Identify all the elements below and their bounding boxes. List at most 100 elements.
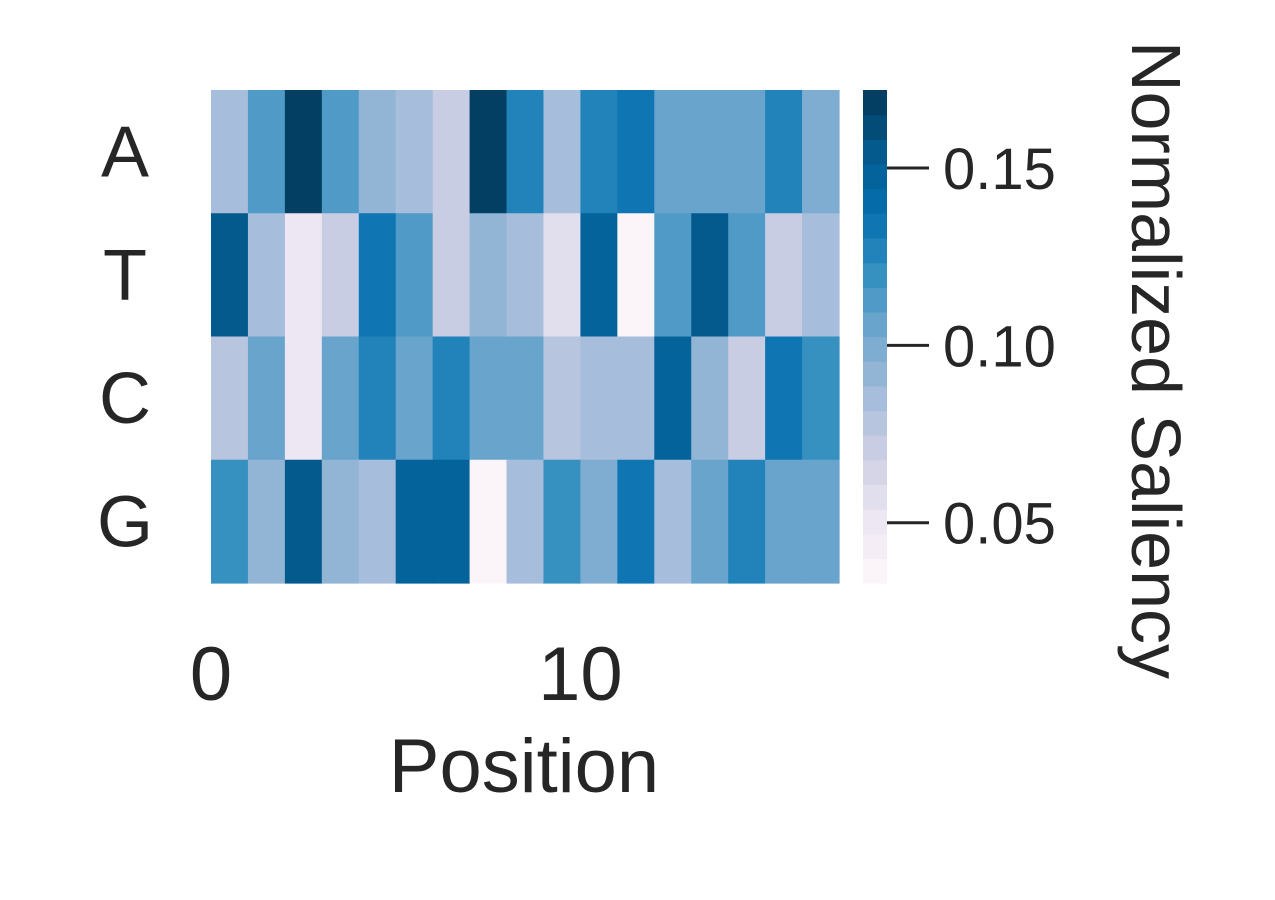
row-label-T: T — [103, 236, 147, 316]
colorbar-tick-label-0.15: 0.15 — [943, 137, 1056, 202]
heatmap-cell-C-5 — [395, 336, 434, 461]
heatmap-cell-A-4 — [358, 90, 397, 214]
heatmap-cell-C-8 — [506, 336, 545, 461]
heatmap-cell-A-12 — [654, 90, 692, 214]
heatmap-cell-A-16 — [802, 90, 840, 214]
heatmap-cell-T-14 — [728, 213, 766, 338]
heatmap-cell-A-5 — [395, 90, 434, 214]
colorbar-segment — [863, 361, 887, 387]
heatmap-cell-A-9 — [543, 90, 582, 214]
x-axis-ticks: 0 10 — [190, 632, 623, 717]
heatmap-cell-G-13 — [691, 459, 729, 584]
heatmap-cell-T-0 — [211, 213, 249, 338]
colorbar-label: Normalized Saliency — [1117, 41, 1195, 679]
colorbar-segment — [863, 435, 887, 461]
heatmap-cell-A-15 — [765, 90, 803, 214]
heatmap-cell-G-15 — [765, 459, 803, 584]
colorbar-segment — [863, 558, 887, 584]
heatmap-cell-G-4 — [358, 459, 397, 584]
heatmap-cell-G-12 — [654, 459, 692, 584]
colorbar-ticks: 0.05 0.10 0.15 — [887, 137, 1056, 557]
heatmap-cell-A-6 — [432, 90, 471, 214]
colorbar-segment — [863, 287, 887, 313]
heatmap-cell-C-10 — [580, 336, 618, 461]
heatmap-cell-T-2 — [284, 213, 323, 338]
colorbar-segment — [863, 262, 887, 288]
heatmap-cell-T-13 — [691, 213, 729, 338]
colorbar-segment — [863, 509, 887, 535]
x-tick-label-10: 10 — [538, 632, 623, 717]
colorbar-segment — [863, 336, 887, 362]
heatmap-cell-G-2 — [284, 459, 323, 584]
heatmap-cell-G-6 — [432, 459, 471, 584]
heatmap-cell-C-1 — [247, 336, 286, 461]
heatmap-cell-C-6 — [432, 336, 471, 461]
heatmap-cell-C-9 — [543, 336, 582, 461]
heatmap-cell-T-15 — [765, 213, 803, 338]
heatmap-cell-T-12 — [654, 213, 692, 338]
heatmap-cell-A-3 — [321, 90, 360, 214]
colorbar-segment — [863, 533, 887, 559]
colorbar — [863, 90, 887, 584]
heatmap-cell-C-15 — [765, 336, 803, 461]
heatmap-cell-T-4 — [358, 213, 397, 338]
heatmap-cell-A-11 — [617, 90, 655, 214]
heatmap-cell-C-3 — [321, 336, 360, 461]
heatmap-cell-G-3 — [321, 459, 360, 584]
colorbar-segment — [863, 237, 887, 264]
colorbar-segment — [863, 114, 887, 140]
row-label-C: C — [99, 359, 151, 439]
heatmap-cell-T-5 — [395, 213, 434, 338]
heatmap-cell-A-10 — [580, 90, 618, 214]
heatmap-cell-C-4 — [358, 336, 397, 461]
heatmap-cell-T-11 — [617, 213, 655, 338]
heatmap-cell-T-6 — [432, 213, 471, 338]
colorbar-tick-label-0.05: 0.05 — [943, 492, 1056, 557]
row-label-G: G — [97, 482, 153, 562]
colorbar-segment — [863, 385, 887, 412]
heatmap-cell-T-10 — [580, 213, 618, 338]
heatmap-cell-G-16 — [802, 459, 840, 584]
heatmap-cell-T-3 — [321, 213, 360, 338]
heatmap-cell-G-0 — [211, 459, 249, 584]
heatmap-cell-A-8 — [506, 90, 545, 214]
colorbar-segment — [863, 459, 887, 485]
heatmap-cell-T-1 — [247, 213, 286, 338]
heatmap-cell-G-10 — [580, 459, 618, 584]
heatmap-cell-G-14 — [728, 459, 766, 584]
heatmap-cell-A-13 — [691, 90, 729, 214]
heatmap-cell-T-16 — [802, 213, 840, 338]
colorbar-segment — [863, 139, 887, 165]
heatmap-cell-T-8 — [506, 213, 545, 338]
colorbar-tick-label-0.10: 0.10 — [943, 314, 1056, 379]
x-tick-label-0: 0 — [190, 632, 232, 717]
heatmap-cell-C-0 — [211, 336, 249, 461]
colorbar-segment — [863, 90, 887, 116]
heatmap-cell-G-9 — [543, 459, 582, 584]
colorbar-segment — [863, 410, 887, 436]
heatmap-cell-G-5 — [395, 459, 434, 584]
x-axis-label: Position — [389, 724, 659, 809]
colorbar-segment — [863, 484, 887, 510]
heatmap-cell-C-2 — [284, 336, 323, 461]
heatmap-cells — [211, 90, 840, 584]
heatmap-cell-A-2 — [284, 90, 323, 214]
heatmap-cell-C-16 — [802, 336, 840, 461]
heatmap-cell-C-13 — [691, 336, 729, 461]
colorbar-segment — [863, 311, 887, 338]
heatmap-cell-G-11 — [617, 459, 655, 584]
heatmap-cell-A-14 — [728, 90, 766, 214]
colorbar-segment — [863, 213, 887, 239]
heatmap-cell-T-7 — [469, 213, 508, 338]
heatmap-cell-G-7 — [469, 459, 508, 584]
heatmap-cell-C-14 — [728, 336, 766, 461]
heatmap-cell-A-0 — [211, 90, 249, 214]
heatmap-cell-C-12 — [654, 336, 692, 461]
heatmap-cell-G-1 — [247, 459, 286, 584]
heatmap-cell-A-1 — [247, 90, 286, 214]
row-label-A: A — [101, 113, 149, 193]
heatmap-cell-C-7 — [469, 336, 508, 461]
colorbar-segment — [863, 163, 887, 190]
